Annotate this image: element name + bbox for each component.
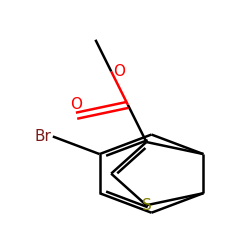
Text: O: O xyxy=(70,97,83,112)
Text: O: O xyxy=(113,64,125,79)
Text: S: S xyxy=(142,198,151,213)
Text: Br: Br xyxy=(34,129,51,144)
